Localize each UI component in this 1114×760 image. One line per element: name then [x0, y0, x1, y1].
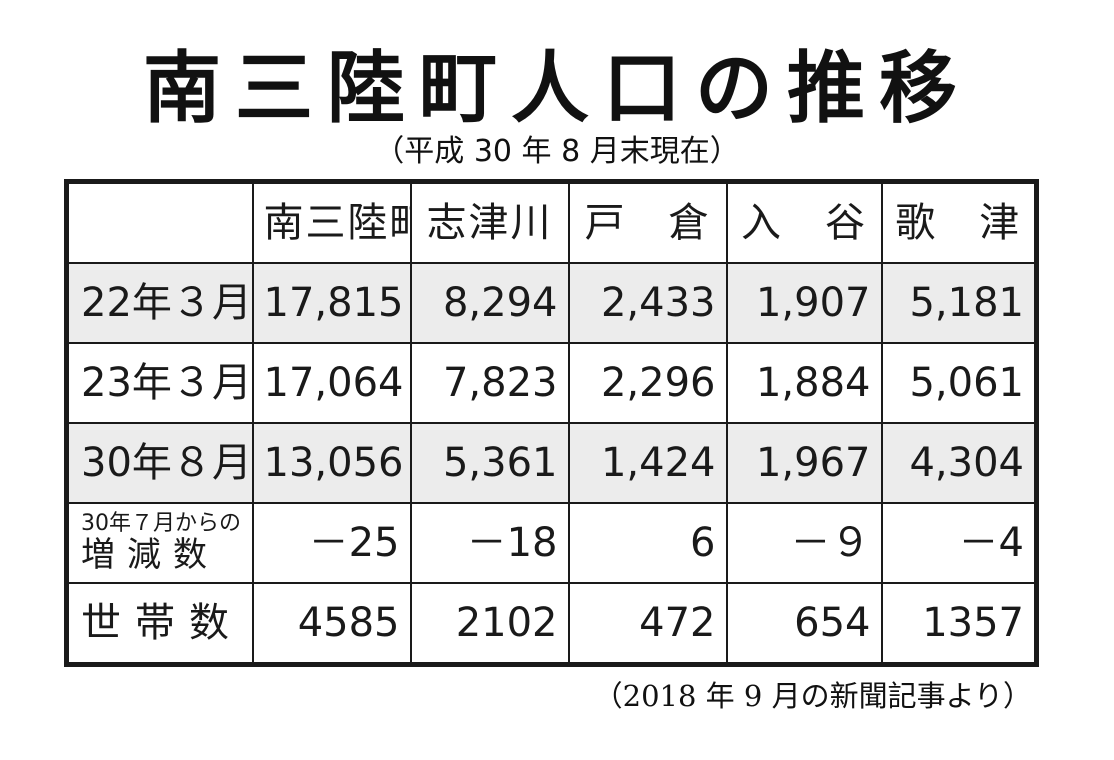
row-label-change: 30年７月からの 増減数 [65, 502, 254, 584]
row-label: 増減数 [81, 535, 219, 575]
column-header-tokura: 戸 倉 [567, 180, 728, 264]
row-label-note: 30年７月からの [81, 511, 241, 536]
table-cell: 1,907 [725, 262, 883, 344]
row-label: 23年３月 [65, 342, 254, 424]
table-cell: 654 [725, 582, 883, 666]
table-cell: 17,064 [251, 342, 412, 424]
row-label: 30年８月 [65, 422, 254, 504]
table-cell: －18 [409, 502, 570, 584]
page-title: 南三陸町人口の推移 [142, 44, 971, 134]
table-cell: 4,304 [880, 422, 1038, 504]
corner-cell [65, 180, 254, 264]
date-note: （平成 30 年 8 月末現在） [374, 134, 740, 169]
table-row: 22年３月 17,815 8,294 2,433 1,907 5,181 [65, 262, 1038, 344]
table-cell: 1,884 [725, 342, 883, 424]
table-cell: －９ [725, 502, 883, 584]
table-row: 23年３月 17,064 7,823 2,296 1,884 5,061 [65, 342, 1038, 424]
table-row: 30年７月からの 増減数 －25 －18 6 －９ －4 [65, 502, 1038, 584]
table-cell: 5,181 [880, 262, 1038, 344]
table-cell: 8,294 [409, 262, 570, 344]
table-cell: 2,296 [567, 342, 728, 424]
row-label: 22年３月 [65, 262, 254, 344]
table-cell: 13,056 [251, 422, 412, 504]
table-cell: －4 [880, 502, 1038, 584]
table-row: 世帯数 4585 2102 472 654 1357 [65, 582, 1038, 666]
column-header-iriya: 入 谷 [725, 180, 883, 264]
table-cell: 2,433 [567, 262, 728, 344]
column-header-shizugawa: 志津川 [409, 180, 570, 264]
table-cell: 5,361 [409, 422, 570, 504]
table-cell: 1,424 [567, 422, 728, 504]
table-cell: 7,823 [409, 342, 570, 424]
table-cell: －25 [251, 502, 412, 584]
table-cell: 1357 [880, 582, 1038, 666]
table-cell: 4585 [251, 582, 412, 666]
table-cell: 472 [567, 582, 728, 666]
table-cell: 5,061 [880, 342, 1038, 424]
header-row: 南三陸町 志津川 戸 倉 入 谷 歌 津 [65, 180, 1038, 264]
column-header-minamisanriku: 南三陸町 [251, 180, 412, 264]
table-cell: 17,815 [251, 262, 412, 344]
table-row: 30年８月 13,056 5,361 1,424 1,967 4,304 [65, 422, 1038, 504]
table-cell: 6 [567, 502, 728, 584]
table-cell: 2102 [409, 582, 570, 666]
column-header-utatsu: 歌 津 [880, 180, 1038, 264]
population-table: 南三陸町 志津川 戸 倉 入 谷 歌 津 22年３月 17,815 8,294 … [64, 179, 1039, 667]
table-cell: 1,967 [725, 422, 883, 504]
row-label: 世帯数 [65, 582, 254, 666]
source-note: （2018 年 9 月の新聞記事より） [593, 679, 1032, 713]
